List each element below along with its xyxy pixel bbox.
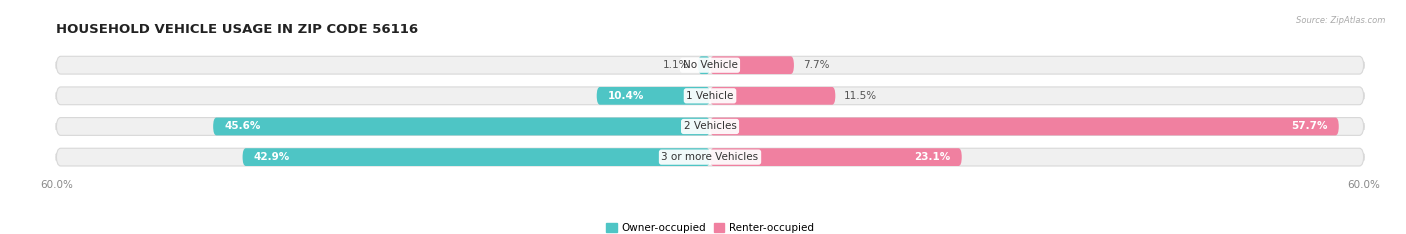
FancyBboxPatch shape	[56, 56, 1364, 74]
Text: HOUSEHOLD VEHICLE USAGE IN ZIP CODE 56116: HOUSEHOLD VEHICLE USAGE IN ZIP CODE 5611…	[56, 23, 419, 36]
FancyBboxPatch shape	[697, 56, 710, 74]
Text: 42.9%: 42.9%	[253, 152, 290, 162]
Legend: Owner-occupied, Renter-occupied: Owner-occupied, Renter-occupied	[602, 219, 818, 234]
Text: 1 Vehicle: 1 Vehicle	[686, 91, 734, 101]
Text: 7.7%: 7.7%	[803, 60, 830, 70]
Text: 3 or more Vehicles: 3 or more Vehicles	[661, 152, 759, 162]
Text: 23.1%: 23.1%	[914, 152, 950, 162]
FancyBboxPatch shape	[710, 117, 1339, 135]
Text: 1.1%: 1.1%	[662, 60, 689, 70]
FancyBboxPatch shape	[710, 56, 794, 74]
FancyBboxPatch shape	[56, 117, 1364, 135]
FancyBboxPatch shape	[243, 148, 710, 166]
FancyBboxPatch shape	[56, 148, 1364, 166]
Text: No Vehicle: No Vehicle	[682, 60, 738, 70]
Text: 45.6%: 45.6%	[224, 121, 260, 132]
FancyBboxPatch shape	[710, 87, 835, 105]
FancyBboxPatch shape	[214, 117, 710, 135]
Text: 10.4%: 10.4%	[607, 91, 644, 101]
Text: 57.7%: 57.7%	[1291, 121, 1327, 132]
FancyBboxPatch shape	[710, 148, 962, 166]
FancyBboxPatch shape	[56, 87, 1364, 105]
Text: 2 Vehicles: 2 Vehicles	[683, 121, 737, 132]
Text: Source: ZipAtlas.com: Source: ZipAtlas.com	[1295, 16, 1385, 25]
FancyBboxPatch shape	[596, 87, 710, 105]
Text: 11.5%: 11.5%	[844, 91, 877, 101]
